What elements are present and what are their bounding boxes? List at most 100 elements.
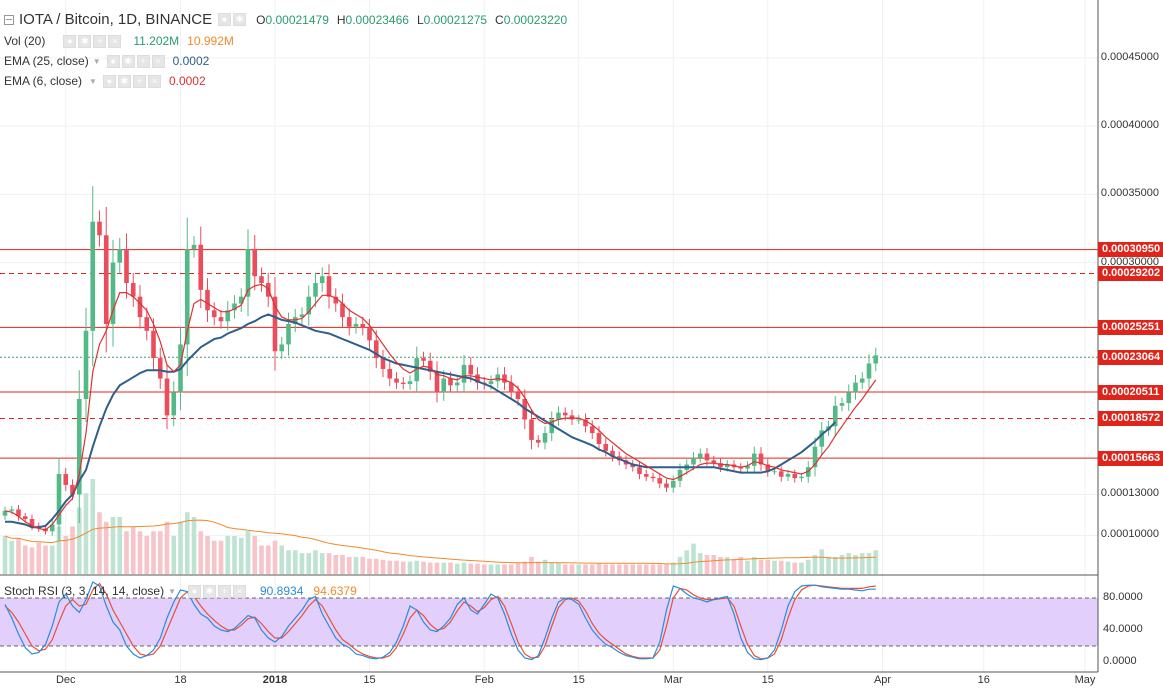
volume-bar <box>191 517 197 574</box>
settings-icon[interactable]: ✱ <box>121 54 135 68</box>
chart-axes <box>0 0 1099 673</box>
candle-body <box>603 444 609 451</box>
volume-bar <box>394 560 399 574</box>
candle-body <box>846 392 852 404</box>
volume-bar <box>819 549 825 574</box>
volume-bar <box>198 531 204 574</box>
volume-bar <box>265 545 271 574</box>
plus-icon[interactable]: + <box>218 584 231 598</box>
close-icon[interactable]: × <box>151 54 165 68</box>
volume-bar <box>785 561 791 574</box>
dropdown-caret-icon[interactable]: ▼ <box>92 56 101 66</box>
candle-body <box>448 378 453 386</box>
candle-body <box>630 464 636 468</box>
volume-ma-value: 10.992M <box>187 34 234 48</box>
candle-body <box>9 509 15 511</box>
candlesticks[interactable] <box>2 186 879 541</box>
close-icon[interactable]: × <box>147 74 161 88</box>
candle-body <box>785 474 791 477</box>
close-icon[interactable]: × <box>108 34 122 48</box>
level-price-label: 0.00029202 <box>1098 265 1163 281</box>
ema25-label[interactable]: EMA (25, close) <box>4 54 89 68</box>
volume-bar <box>745 560 750 574</box>
candle-body <box>272 296 278 352</box>
volume-bar <box>704 555 710 574</box>
candle-body <box>569 415 575 420</box>
candle-body <box>130 283 136 297</box>
candle-body <box>157 358 163 379</box>
plus-icon[interactable]: + <box>136 54 150 68</box>
settings-icon[interactable]: ✱ <box>203 584 216 598</box>
ema25-line[interactable] <box>5 313 837 529</box>
volume-bar <box>272 540 278 574</box>
ema6-label[interactable]: EMA (6, close) <box>4 74 83 88</box>
horizontal-levels[interactable] <box>0 249 1098 459</box>
candle-body <box>657 478 663 484</box>
settings-icon[interactable]: ✱ <box>78 34 92 48</box>
volume-bar <box>751 556 757 574</box>
volume-bar <box>130 526 136 574</box>
ema6-legend: EMA (6, close) ▼ ● ✱ + × 0.0002 <box>4 74 206 88</box>
settings-icon[interactable]: ✱ <box>117 74 131 88</box>
volume-bar <box>387 560 393 574</box>
candle-body <box>117 248 123 263</box>
candle-body <box>373 340 379 359</box>
candle-body <box>144 317 150 331</box>
date-tick-label: Dec <box>55 674 76 686</box>
candle-body <box>805 467 811 477</box>
dropdown-caret-icon[interactable]: ▼ <box>168 586 176 596</box>
eye-icon[interactable]: ● <box>218 13 232 26</box>
close-value: 0.00023220 <box>503 12 568 27</box>
volume-legend: Vol (20) ● ✱ + × 11.202M 10.992M <box>4 34 234 48</box>
candle-body <box>387 368 393 379</box>
candle-body <box>70 484 75 495</box>
candle-body <box>286 323 291 345</box>
close-icon[interactable]: × <box>233 584 246 598</box>
date-tick-label: Mar <box>663 674 683 686</box>
candle-body <box>610 450 615 457</box>
volume-bar <box>664 564 669 574</box>
stoch-rsi-pane[interactable] <box>0 581 1098 661</box>
stoch-rsi-k-value: 90.8934 <box>260 584 304 598</box>
ema6-line[interactable] <box>4 283 877 531</box>
volume-bar <box>110 517 116 574</box>
price-tick-label: 0.00030000 <box>1100 255 1159 268</box>
ema25-value: 0.0002 <box>172 54 210 68</box>
plus-icon[interactable]: + <box>93 34 107 48</box>
symbol-title[interactable]: IOTA / Bitcoin, 1D, BINANCE <box>19 11 213 28</box>
volume-bar <box>805 559 811 574</box>
candle-body <box>745 465 750 469</box>
candle-body <box>225 310 231 322</box>
volume-bar <box>799 562 804 574</box>
collapse-icon[interactable] <box>4 14 14 25</box>
eye-icon[interactable]: ● <box>63 34 77 48</box>
volume-bar <box>218 540 224 574</box>
candle-body <box>751 453 757 466</box>
volume-bar <box>124 531 129 574</box>
volume-bar <box>144 536 150 574</box>
volume-bar <box>718 556 723 574</box>
eye-icon[interactable]: ● <box>106 54 120 68</box>
volume-bar <box>859 553 865 574</box>
date-tick-label: May <box>1074 674 1096 686</box>
volume-bar <box>43 545 48 574</box>
candle-body <box>184 248 190 345</box>
date-tick-label: Feb <box>474 674 494 686</box>
candle-body <box>697 453 703 458</box>
plus-icon[interactable]: + <box>132 74 146 88</box>
volume-bar <box>333 555 339 574</box>
candle-body <box>49 524 55 532</box>
level-price-label: 0.00025251 <box>1098 319 1163 335</box>
ema25-buttons: ● ✱ + × <box>106 54 167 68</box>
ema6-buttons: ● ✱ + × <box>102 74 163 88</box>
settings-icon[interactable]: ✱ <box>233 13 247 26</box>
candle-body <box>191 244 197 249</box>
eye-icon[interactable]: ● <box>188 584 201 598</box>
eye-icon[interactable]: ● <box>102 74 116 88</box>
stoch-rsi-label[interactable]: Stoch RSI (3, 3, 14, 14, close) <box>4 584 165 598</box>
volume-label[interactable]: Vol (20) <box>4 34 46 48</box>
volume-bar <box>103 521 109 574</box>
candle-body <box>859 378 865 383</box>
dropdown-caret-icon[interactable]: ▼ <box>89 76 97 86</box>
